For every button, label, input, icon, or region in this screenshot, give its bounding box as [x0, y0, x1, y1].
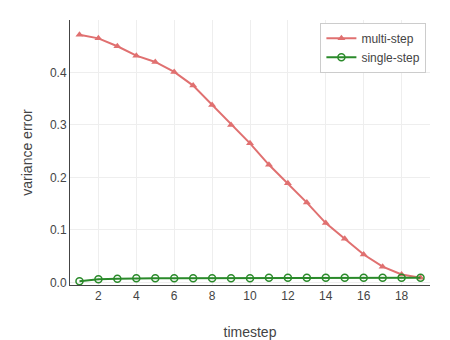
svg-text:0.1: 0.1 — [50, 223, 67, 237]
svg-text:multi-step: multi-step — [361, 32, 413, 46]
svg-text:variance error: variance error — [19, 109, 35, 196]
svg-text:single-step: single-step — [361, 51, 419, 65]
svg-text:16: 16 — [357, 289, 371, 303]
svg-text:14: 14 — [319, 289, 333, 303]
svg-text:6: 6 — [171, 289, 178, 303]
svg-text:2: 2 — [95, 289, 102, 303]
svg-text:4: 4 — [133, 289, 140, 303]
svg-text:0.0: 0.0 — [50, 276, 67, 290]
svg-text:timestep: timestep — [224, 324, 277, 340]
svg-text:10: 10 — [243, 289, 257, 303]
svg-text:0.2: 0.2 — [50, 171, 67, 185]
svg-text:0.3: 0.3 — [50, 118, 67, 132]
svg-text:12: 12 — [281, 289, 295, 303]
svg-text:8: 8 — [209, 289, 216, 303]
svg-text:18: 18 — [395, 289, 409, 303]
svg-text:0.4: 0.4 — [50, 66, 67, 80]
